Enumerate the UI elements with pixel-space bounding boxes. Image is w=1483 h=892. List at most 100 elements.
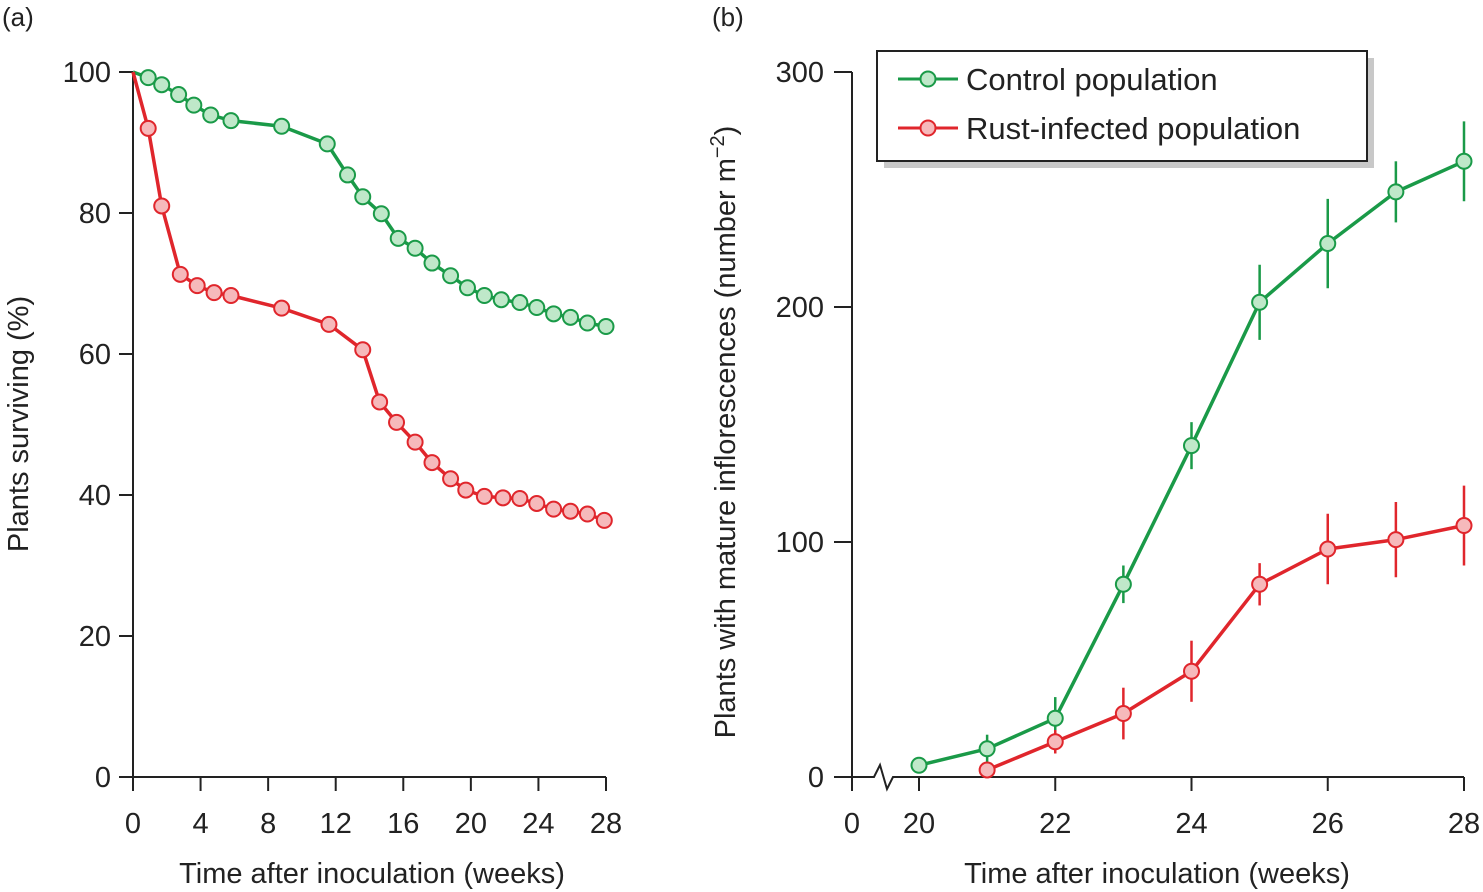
panel-a-y-axis-title: Plants surviving (%) bbox=[3, 296, 35, 552]
panel-a-label: (a) bbox=[2, 2, 34, 32]
panel-b-control-point bbox=[978, 740, 996, 758]
panel-b-control-point bbox=[1455, 152, 1473, 170]
panel-a-control-point bbox=[170, 86, 188, 104]
panel-b-series bbox=[910, 121, 1473, 779]
panel-a-rust-point bbox=[494, 489, 512, 507]
panel-b-control-point bbox=[1319, 235, 1337, 253]
panel-a-control-point bbox=[545, 305, 563, 323]
panel-a-control-point bbox=[528, 298, 546, 316]
panel-a-x-tick-label: 4 bbox=[193, 808, 209, 840]
panel-b-control-point bbox=[910, 756, 928, 774]
panel-a-y-tick-label: 20 bbox=[79, 621, 111, 653]
legend: Control population Rust-infected populat… bbox=[876, 50, 1374, 168]
panel-b-rust-point bbox=[978, 761, 996, 779]
panel-a-x-tick-label: 0 bbox=[125, 808, 141, 840]
panel-a-control-point bbox=[423, 254, 441, 272]
panel-b-x-tick-label: 24 bbox=[1175, 808, 1207, 840]
panel-a-control-point bbox=[153, 76, 171, 94]
panel-b-control-point bbox=[1183, 437, 1200, 455]
panel-a-rust-point bbox=[273, 299, 291, 317]
panel-a-rust-point bbox=[371, 393, 389, 411]
panel-b-x-tick-label: 28 bbox=[1448, 808, 1480, 840]
panel-b-control-point bbox=[1046, 709, 1064, 727]
panel-a-y-tick-label: 0 bbox=[95, 762, 111, 794]
panel-a-x-tick-label: 24 bbox=[522, 808, 554, 840]
panel-b-rust-point bbox=[1455, 517, 1473, 535]
panel-a-rust-point bbox=[406, 433, 424, 451]
panel-b-rust-point bbox=[1046, 733, 1064, 751]
panel-a-chart: (a) 0 20 40 60 80 100 0 4 8 12 16 20 24 28 Time after… bbox=[2, 2, 622, 890]
panel-a-control-point bbox=[442, 267, 460, 285]
panel-a-control-point bbox=[406, 239, 424, 257]
panel-a-rust-point bbox=[511, 490, 529, 508]
panel-a-control-point bbox=[389, 229, 407, 247]
panel-b-y-tick-label: 200 bbox=[776, 292, 824, 324]
panel-a-control-point bbox=[475, 286, 493, 304]
panel-a-y-tick-label: 80 bbox=[79, 198, 111, 230]
panel-a-series bbox=[131, 69, 615, 529]
panel-a-rust-point bbox=[171, 265, 189, 283]
panel-a-x-tick-label: 12 bbox=[320, 808, 352, 840]
panel-b-x-tick-label: 26 bbox=[1312, 808, 1344, 840]
panel-a-rust-point bbox=[423, 454, 441, 472]
panel-a-rust-point bbox=[528, 494, 546, 512]
panel-b-y-axis-title-close: ) bbox=[710, 126, 742, 136]
panel-b-y-axis-title-main: Plants with mature inflorescences (numbe… bbox=[710, 158, 742, 738]
legend-rust-label: Rust-infected population bbox=[966, 111, 1300, 146]
panel-b-chart: (b) 0 100 200 300 0 20 22 24 26 28 Time after ino… bbox=[707, 2, 1480, 890]
panel-a-rust-point bbox=[562, 502, 580, 520]
panel-b-axes: 0 100 200 300 0 20 22 24 26 28 bbox=[776, 57, 1481, 840]
panel-b-x-tick-label: 0 bbox=[844, 808, 860, 840]
panel-a-control-point bbox=[339, 166, 357, 184]
panel-a-rust-point bbox=[595, 511, 613, 529]
panel-a-rust-line bbox=[131, 71, 605, 523]
panel-b-x-tick-label: 22 bbox=[1039, 808, 1071, 840]
panel-a-rust-point bbox=[354, 341, 372, 359]
panel-a-y-tick-label: 100 bbox=[63, 57, 111, 89]
panel-b-y-tick-label: 0 bbox=[808, 762, 824, 794]
panel-b-rust-line bbox=[986, 523, 1465, 772]
panel-b-x-axis bbox=[852, 762, 1464, 792]
panel-a-x-tick-label: 8 bbox=[260, 808, 276, 840]
panel-a-rust-point bbox=[153, 197, 171, 215]
panel-a-rust-point bbox=[442, 470, 460, 488]
panel-a-x-axis-title: Time after inoculation (weeks) bbox=[179, 858, 565, 890]
panel-b-rust-point bbox=[1387, 531, 1405, 549]
panel-a-control-point bbox=[139, 69, 157, 87]
panel-b-rust-point bbox=[1251, 575, 1269, 593]
panel-a-control-point bbox=[273, 117, 291, 135]
panel-a-control-point bbox=[222, 112, 240, 130]
panel-b-y-tick-label: 100 bbox=[776, 527, 824, 559]
panel-b-y-tick-label: 300 bbox=[776, 57, 824, 89]
panel-a-y-tick-label: 40 bbox=[79, 480, 111, 512]
panel-a-control-point bbox=[458, 279, 476, 297]
panel-a-rust-point bbox=[205, 284, 223, 302]
panel-a-x-tick-label: 28 bbox=[590, 808, 622, 840]
panel-a-axes: 0 20 40 60 80 100 0 4 8 12 16 20 24 28 bbox=[63, 57, 623, 840]
panel-b-control-point bbox=[1114, 575, 1132, 593]
panel-b-rust-point bbox=[1319, 540, 1337, 558]
panel-b-y-axis-title: Plants with mature inflorescences (numbe… bbox=[707, 126, 742, 739]
panel-b-x-tick-label: 20 bbox=[903, 808, 935, 840]
panel-a-control-point bbox=[511, 294, 529, 312]
legend-rust-marker bbox=[919, 119, 937, 137]
panel-a-rust-point bbox=[222, 286, 240, 304]
panel-b-control-point bbox=[1387, 183, 1405, 201]
panel-b-y-axis-title-superscript: −2 bbox=[707, 135, 729, 158]
panel-a-rust-point bbox=[475, 487, 493, 505]
panel-b-x-axis-title: Time after inoculation (weeks) bbox=[964, 858, 1350, 890]
panel-a-rust-point bbox=[139, 119, 157, 137]
panel-b-control-point bbox=[1251, 293, 1269, 311]
panel-a-control-point bbox=[202, 106, 220, 124]
panel-a-control-point bbox=[185, 96, 203, 114]
panel-a-control-point bbox=[372, 205, 390, 223]
panel-a-control-point bbox=[492, 291, 510, 309]
panel-a-rust-point bbox=[578, 505, 596, 523]
panel-b-rust-point bbox=[1114, 705, 1132, 723]
panel-a-rust-point bbox=[388, 413, 406, 431]
legend-control-marker bbox=[919, 70, 937, 88]
panel-a-control-point bbox=[597, 318, 615, 336]
panel-a-control-point bbox=[318, 135, 336, 153]
panel-a-control-point bbox=[578, 314, 596, 332]
